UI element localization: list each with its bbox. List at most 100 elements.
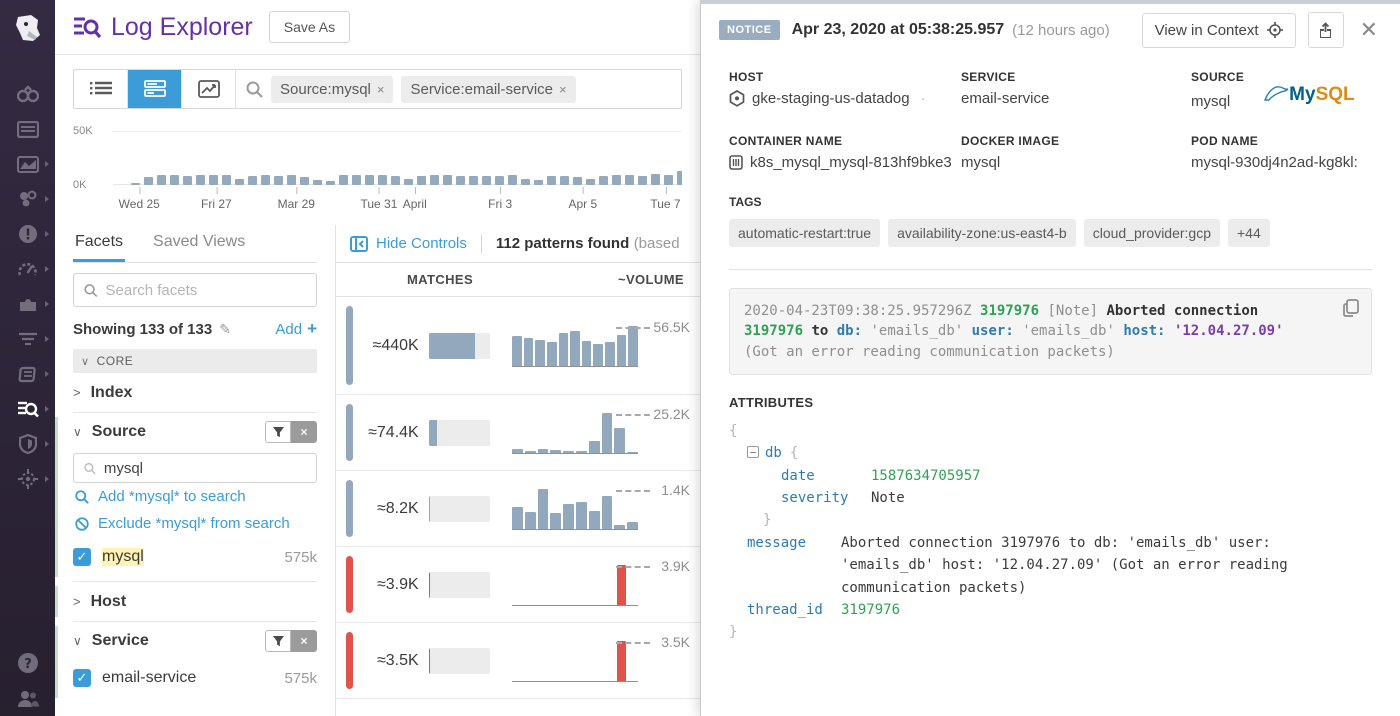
log-volume-timeline[interactable]: 50K 0K Wed 25 Fri 27 Mar 29 Tue 31 April Fri … [73,115,682,217]
relative-time: (12 hours ago) [1012,21,1110,39]
json-key-thread-id[interactable]: thread_id [747,602,823,619]
tab-facets[interactable]: Facets [73,225,126,262]
global-nav-rail: ? [0,0,55,716]
copy-icon[interactable] [1343,299,1359,323]
facet-clear-button[interactable]: × [291,630,317,652]
nav-security-icon[interactable] [11,433,49,455]
view-in-context-button[interactable]: View in Context [1141,12,1296,48]
datadog-logo-icon[interactable] [0,0,55,55]
tab-saved-views[interactable]: Saved Views [153,233,246,250]
volume-chart: 3.5K [512,634,690,686]
search-icon [75,489,89,504]
facet-group-core[interactable]: ∨ CORE [73,349,317,373]
docker-image-value[interactable]: mysql [961,154,1001,171]
add-facet-plus-icon[interactable]: + [307,319,317,338]
facet-value-count: 575k [284,669,317,687]
filter-pill-source[interactable]: Source:mysql × [271,75,394,103]
tag-pill[interactable]: availability-zone:us-east4-b [888,219,1076,247]
pattern-row[interactable]: ≈440K 56.5K [336,297,700,395]
nav-metrics-icon[interactable] [11,153,49,175]
facet-filter-button[interactable] [265,421,291,443]
volume-chart: 1.4K [512,482,690,534]
patterns-header-row: MATCHES ~VOLUME [336,263,700,297]
volume-chart: 25.2K [512,405,690,458]
submenu-caret-icon [44,196,49,202]
facet-search[interactable] [73,273,317,307]
pattern-row[interactable]: ≈3.5K 3.5K [336,623,700,699]
host-value[interactable]: gke-staging-us-datadog [752,90,910,107]
service-value[interactable]: email-service [961,90,1050,107]
list-view-button[interactable] [74,70,128,108]
users-icon[interactable] [11,688,45,710]
checkbox-checked-icon[interactable]: ✓ [73,669,91,687]
main-column: Log Explorer Save As Source:mysql × Servi… [55,0,700,716]
facet-index[interactable]: > Index [73,373,317,413]
pattern-row[interactable]: ≈74.4K 25.2K [336,395,700,471]
detail-header-actions: View in Context ✕ [1141,12,1382,48]
column-header-matches: MATCHES [406,272,474,287]
remove-filter-icon[interactable]: × [376,81,385,97]
facet-value-count: 575k [284,548,317,566]
json-key-message[interactable]: message [747,534,807,551]
save-as-button[interactable]: Save As [268,11,351,43]
chevron-down-icon: ∨ [73,634,82,648]
submenu-caret-icon [44,266,49,272]
nav-traces-icon[interactable] [11,328,49,350]
facet-filter-button[interactable] [265,630,291,652]
search-bar[interactable]: Source:mysql × Service:email-service × [236,70,681,108]
matches-bar [428,647,490,674]
facet-source-search-input[interactable] [103,459,306,477]
facet-value[interactable]: mysql [102,548,144,566]
facet-clear-button[interactable]: × [291,421,317,443]
help-icon[interactable]: ? [11,652,45,674]
json-key-db[interactable]: db [765,445,782,462]
exclude-from-search-link[interactable]: Exclude *mysql* from search [75,510,317,537]
peak-value-label: 25.2K [653,405,690,422]
json-open-brace: { [789,445,799,462]
source-value[interactable]: mysql [1191,92,1231,110]
filter-pill-service[interactable]: Service:email-service × [401,75,576,103]
patterns-view-button[interactable] [128,70,182,108]
pattern-row[interactable]: ≈8.2K 1.4K [336,471,700,547]
json-key-date[interactable]: date [781,467,815,484]
facet-source-search[interactable] [73,453,317,483]
tag-pill[interactable]: automatic-restart:true [729,219,881,247]
remove-filter-icon[interactable]: × [559,81,567,97]
attributes-label: ATTRIBUTES [729,394,814,410]
pod-name-value[interactable]: mysql-930dj4n2ad-kg8kl: [1191,154,1358,171]
x-axis-tick-label: Wed 25 [119,187,160,211]
facet-source-header[interactable]: ∨ Source × [73,415,317,449]
facet-host[interactable]: > Host [55,582,317,622]
hide-controls-button[interactable]: Hide Controls [350,235,467,252]
nav-logs-icon[interactable] [11,398,49,420]
checkbox-checked-icon[interactable]: ✓ [73,548,91,566]
pattern-row[interactable]: ≈3.9K 3.9K [336,547,700,623]
facet-value[interactable]: email-service [102,669,197,686]
close-icon[interactable]: ✕ [1359,17,1378,42]
tag-pill[interactable]: cloud_provider:gcp [1083,219,1220,247]
nav-synthetics-icon[interactable] [11,468,49,490]
facet-service-section: ∨ Service × ✓ email-service 575k [55,622,317,702]
nav-bottom: ? [11,652,45,710]
add-to-search-link[interactable]: Add *mysql* to search [75,483,317,510]
nav-monitors-icon[interactable] [11,223,49,245]
nav-watchdog-icon[interactable] [11,83,45,105]
nav-infrastructure-icon[interactable] [11,188,49,210]
add-facet-link[interactable]: Add [275,320,303,338]
edit-facets-icon[interactable]: ✎ [219,320,231,337]
nav-integrations-icon[interactable] [11,293,49,315]
share-button[interactable] [1307,12,1344,48]
tag-more-pill[interactable]: +44 [1228,219,1270,247]
collapse-icon[interactable]: − [747,446,759,459]
container-value[interactable]: k8s_mysql_mysql-813hf9bke3 [750,154,952,171]
matches-count: ≈440K [372,336,419,354]
json-open-brace: { [729,422,738,439]
json-key-severity[interactable]: severity [781,490,849,507]
analytics-view-button[interactable] [182,70,236,108]
nav-notebooks-icon[interactable] [11,363,49,385]
facet-service-header[interactable]: ∨ Service × [73,624,317,658]
nav-dashboards-icon[interactable] [11,118,45,140]
nav-apm-icon[interactable] [11,258,49,280]
facet-search-input[interactable] [105,281,306,299]
matches-count: ≈8.2K [377,499,419,517]
